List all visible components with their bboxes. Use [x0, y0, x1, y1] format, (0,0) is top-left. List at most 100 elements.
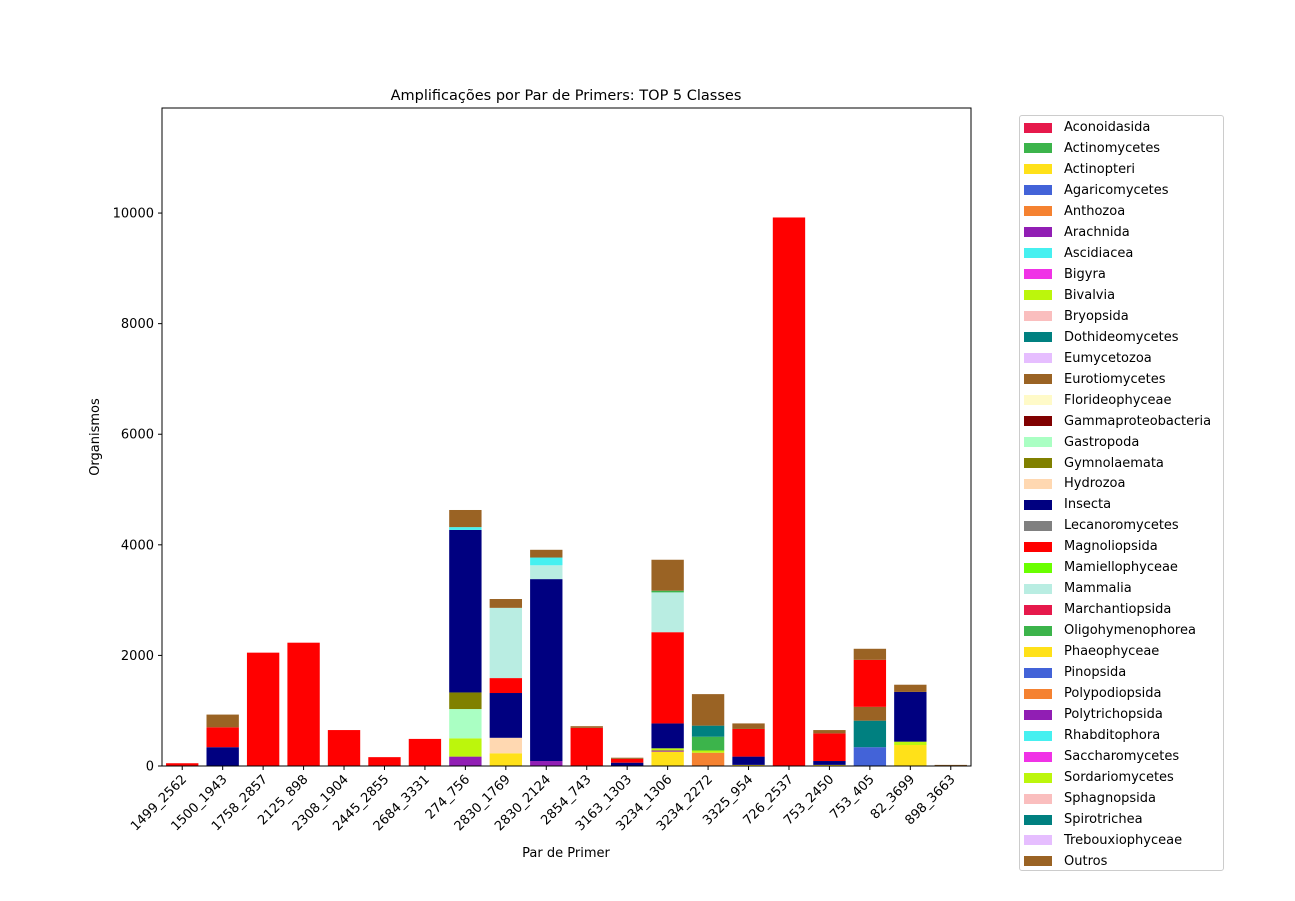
- bar-segment: [651, 592, 684, 633]
- bar-segment: [894, 741, 927, 745]
- legend-swatch: [1024, 625, 1052, 636]
- bar-segment: [206, 747, 239, 766]
- bar-segment: [894, 744, 927, 766]
- bar-segment: [489, 678, 523, 694]
- legend-item: Polypodiopsida: [1024, 683, 1162, 704]
- legend-item: Magnoliopsida: [1024, 536, 1158, 557]
- legend-item: Agaricomycetes: [1024, 180, 1169, 201]
- bar-segment: [691, 752, 725, 766]
- bar-segment: [449, 529, 482, 693]
- legend-swatch: [1024, 269, 1052, 280]
- legend-swatch: [1024, 583, 1052, 594]
- bar-segment: [611, 762, 644, 766]
- legend-item: Gastropoda: [1024, 432, 1139, 453]
- bar-segment: [611, 757, 644, 759]
- legend-label: Phaeophyceae: [1064, 644, 1160, 660]
- legend-item: Bigyra: [1024, 264, 1106, 285]
- legend-item: Saccharomycetes: [1024, 746, 1179, 767]
- legend-item: Trebouxiophyceae: [1024, 830, 1182, 851]
- bar-segment: [732, 728, 765, 757]
- bar-segment: [489, 693, 523, 738]
- legend-label: Mammalia: [1064, 581, 1132, 597]
- legend-item: Marchantiopsida: [1024, 599, 1171, 620]
- bar-segment: [853, 659, 887, 707]
- legend-item: Actinomycetes: [1024, 138, 1160, 159]
- bar-segment: [813, 730, 846, 734]
- bar-segment: [530, 579, 563, 762]
- legend-swatch: [1024, 122, 1052, 133]
- legend-label: Outros: [1064, 853, 1108, 869]
- legend-item: Eurotiomycetes: [1024, 369, 1166, 390]
- legend-label: Bigyra: [1064, 266, 1106, 282]
- bar-segment: [449, 738, 482, 757]
- bar-segment: [449, 756, 482, 766]
- bar-segment: [853, 720, 887, 748]
- legend-label: Arachnida: [1064, 224, 1130, 240]
- bar-segment: [246, 652, 280, 766]
- bar-segment: [368, 757, 401, 766]
- legend-item: Florideophyceae: [1024, 390, 1172, 411]
- legend-item: Outros: [1024, 851, 1107, 872]
- legend-item: Aconoidasida: [1024, 117, 1150, 138]
- legend-item: Phaeophyceae: [1024, 641, 1159, 662]
- bar-segment: [651, 723, 684, 749]
- legend-swatch: [1024, 458, 1052, 469]
- legend-item: Bivalvia: [1024, 285, 1115, 306]
- legend-label: Actinopteri: [1064, 161, 1136, 177]
- y-tick-label: 10000: [113, 207, 154, 222]
- bar-segment: [449, 692, 482, 710]
- legend-item: Pinopsida: [1024, 662, 1126, 683]
- x-axis: 1499_25621500_19431758_28572125_8982308_…: [128, 766, 959, 834]
- legend-swatch: [1024, 185, 1052, 196]
- bar-segment: [530, 557, 563, 566]
- bar-segment: [691, 736, 725, 751]
- bar-segment: [611, 758, 644, 763]
- legend-swatch: [1024, 835, 1052, 846]
- legend-swatch: [1024, 793, 1052, 804]
- y-axis: 0 2000 4000 6000 8000 10000: [113, 207, 162, 775]
- legend-item: Anthozoa: [1024, 201, 1125, 222]
- bar-segment: [206, 714, 239, 728]
- legend-swatch: [1024, 164, 1052, 175]
- bar-segment: [530, 549, 563, 558]
- legend: Aconoidasida Actinomycetes Actinopteri Agar…: [1019, 115, 1224, 871]
- bar-segment: [732, 756, 765, 765]
- legend-item: Lecanoromycetes: [1024, 515, 1179, 536]
- bar-segment: [570, 727, 603, 766]
- chart-title: Amplificações por Par de Primers: TOP 5 …: [391, 88, 742, 104]
- legend-item: Actinopteri: [1024, 159, 1135, 180]
- legend-label: Bivalvia: [1064, 287, 1116, 303]
- legend-swatch: [1024, 520, 1052, 531]
- y-tick-label: 8000: [121, 317, 154, 332]
- legend-label: Rhabditophora: [1064, 728, 1161, 744]
- legend-swatch: [1024, 499, 1052, 510]
- legend-item: Eumycetozoa: [1024, 348, 1152, 369]
- bar-segment: [813, 764, 846, 766]
- legend-label: Pinopsida: [1064, 665, 1127, 681]
- legend-item: Gymnolaemata: [1024, 453, 1164, 474]
- plot-frame: [161, 107, 972, 767]
- legend-swatch: [1024, 751, 1052, 762]
- bar-segment: [813, 761, 846, 765]
- legend-swatch: [1024, 227, 1052, 238]
- bar-segment: [853, 747, 887, 766]
- legend-label: Lecanoromycetes: [1064, 518, 1179, 534]
- legend-label: Dothideomycetes: [1064, 329, 1179, 345]
- legend-label: Anthozoa: [1064, 203, 1126, 219]
- legend-label: Polytrichopsida: [1064, 707, 1163, 723]
- legend-label: Eumycetozoa: [1064, 350, 1152, 366]
- legend-label: Actinomycetes: [1064, 140, 1161, 156]
- legend-swatch: [1024, 814, 1052, 825]
- bar-segment: [287, 642, 320, 766]
- y-tick-label: 6000: [121, 428, 154, 443]
- legend-swatch: [1024, 416, 1052, 427]
- legend-swatch: [1024, 395, 1052, 406]
- legend-label: Spirotrichea: [1064, 812, 1143, 827]
- legend-swatch: [1024, 667, 1052, 678]
- legend-swatch: [1024, 562, 1052, 573]
- legend-item: Mammalia: [1024, 578, 1132, 599]
- bar-segment: [489, 607, 523, 679]
- legend-item: Hydrozoa: [1024, 473, 1125, 494]
- legend-swatch: [1024, 541, 1052, 552]
- legend-label: Trebouxiophyceae: [1064, 832, 1183, 848]
